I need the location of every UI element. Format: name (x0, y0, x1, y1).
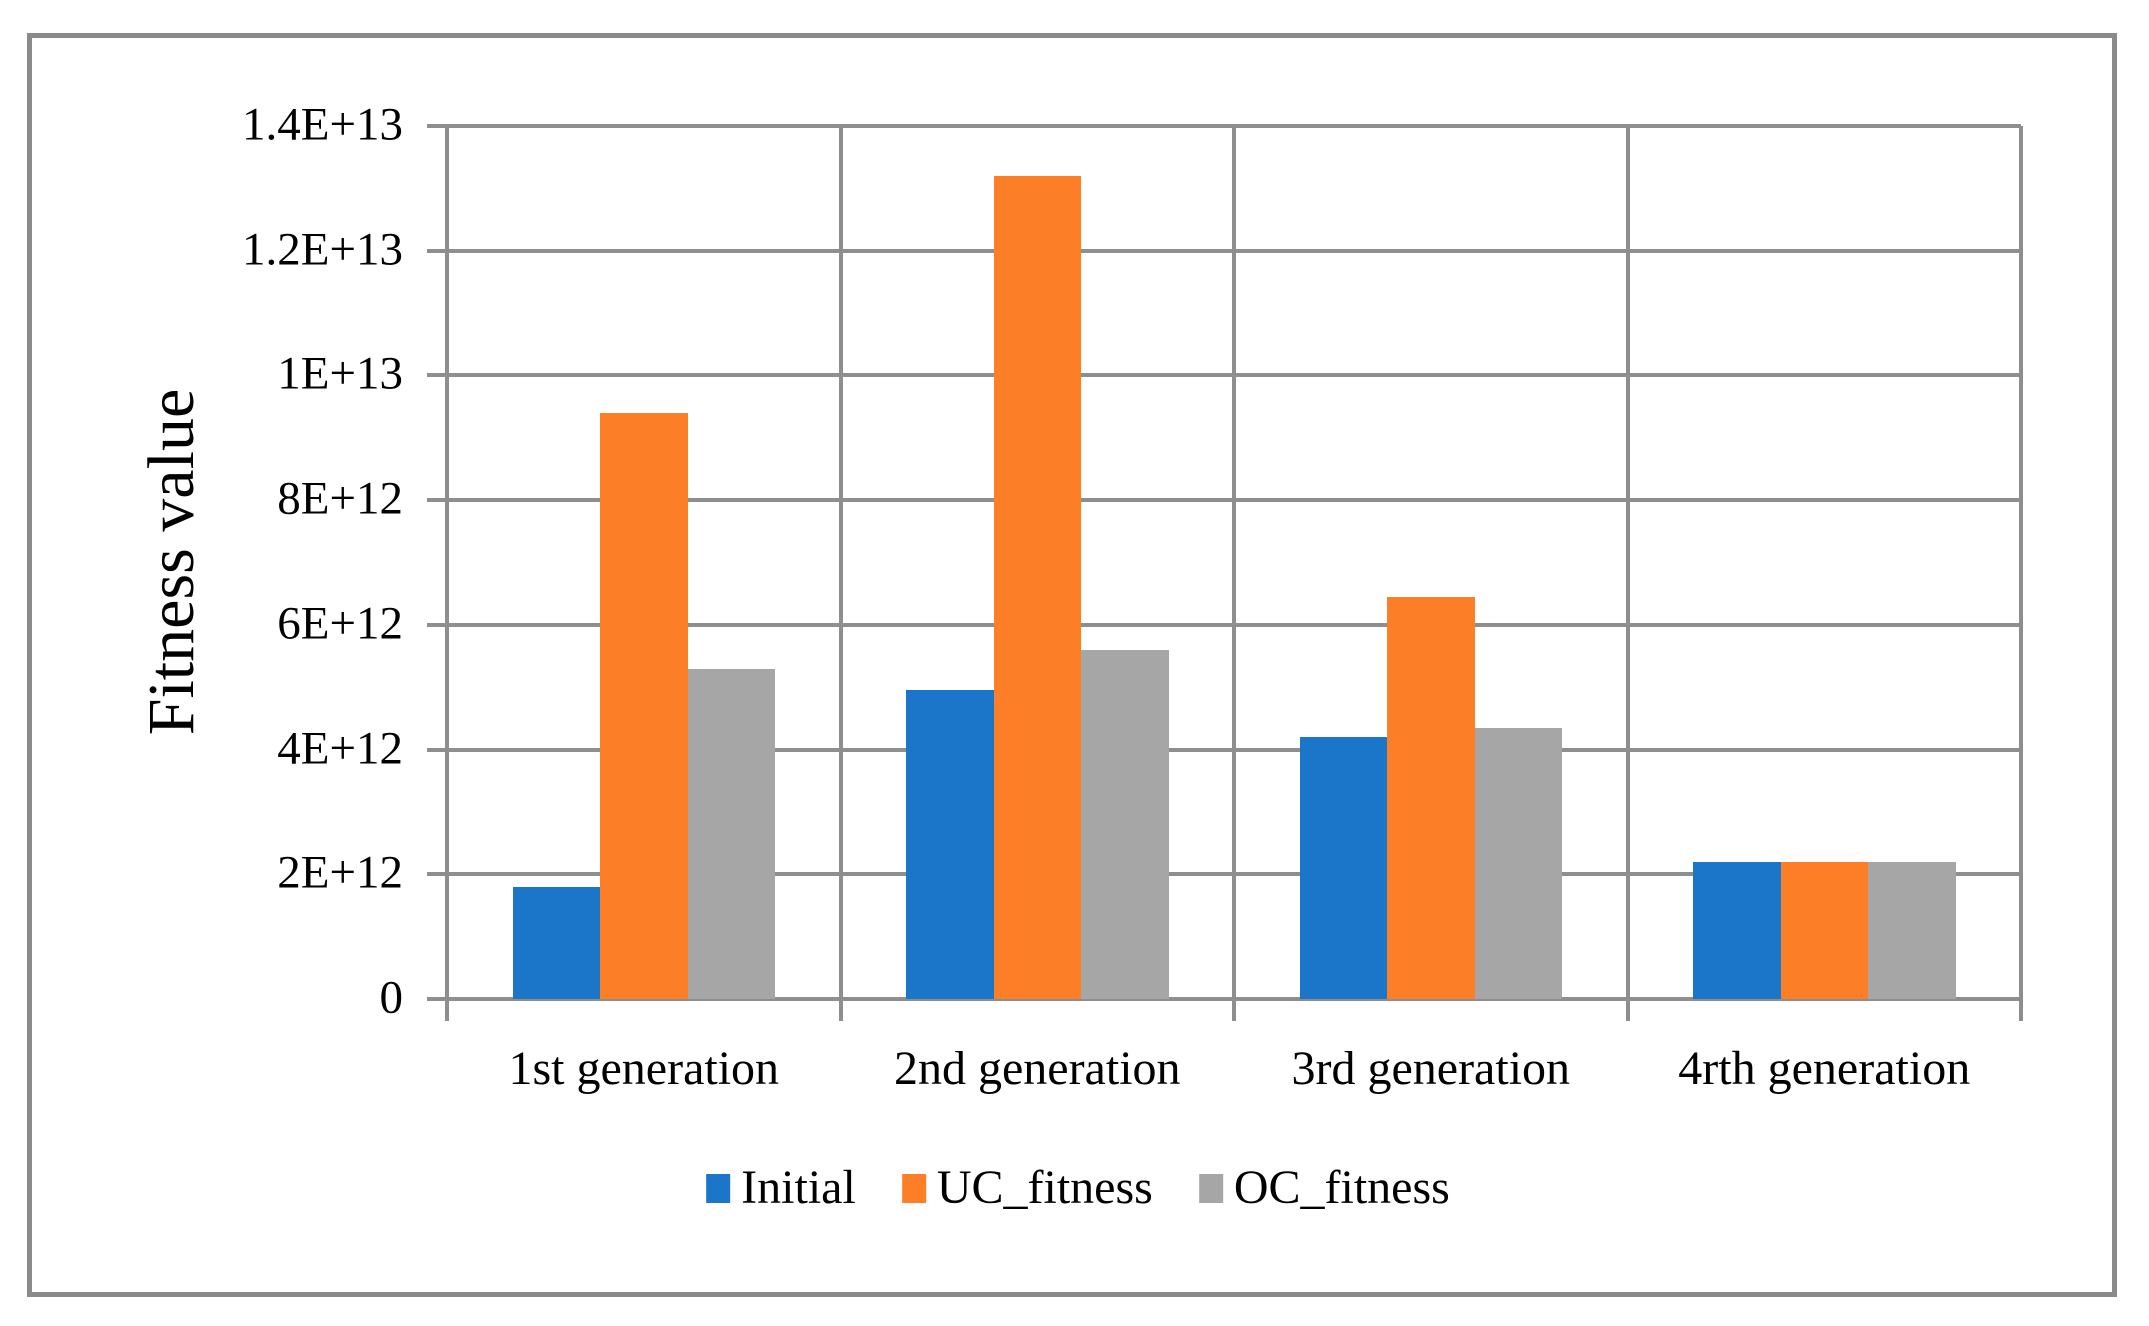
legend: Initial UC_fitness OC_fitness (706, 1164, 1450, 1212)
y-axis-tick (427, 622, 451, 627)
bar-uc_fitness-cat3 (1387, 596, 1475, 999)
bar-oc_fitness-cat1 (687, 668, 775, 999)
x-axis-tick (1232, 999, 1236, 1021)
bar-initial-cat2 (906, 690, 994, 999)
legend-item-oc_fitness: OC_fitness (1198, 1161, 1450, 1214)
x-axis-tick (445, 999, 449, 1021)
bar-oc_fitness-cat3 (1474, 727, 1562, 999)
x-category-label: 2nd generation (893, 1042, 1181, 1095)
y-tick-label: 4E+12 (277, 722, 403, 775)
gridline-vertical (1232, 126, 1236, 999)
y-tick-label: 1.2E+13 (242, 223, 403, 276)
y-tick-label: 6E+12 (277, 597, 403, 650)
legend-swatch-initial (706, 1173, 731, 1203)
gridline-vertical (838, 126, 843, 999)
y-axis-title: Fitness value (135, 388, 208, 736)
legend-item-initial: Initial (706, 1164, 856, 1212)
bar-initial-cat4 (1693, 861, 1781, 999)
x-category-label: 1st generation (508, 1042, 780, 1095)
y-axis-tick (427, 747, 451, 752)
bar-uc_fitness-cat2 (993, 175, 1081, 999)
y-axis-tick (427, 498, 451, 503)
x-category-label: 3rd generation (1291, 1042, 1571, 1095)
y-tick-label: 0 (379, 971, 404, 1024)
legend-item-uc_fitness: UC_fitness (901, 1161, 1153, 1214)
bar-uc_fitness-cat1 (600, 412, 688, 999)
bar-uc_fitness-cat4 (1780, 861, 1868, 999)
y-axis-tick (427, 872, 451, 877)
bar-oc_fitness-cat2 (1081, 649, 1169, 999)
y-tick-label: 1E+13 (277, 347, 403, 400)
y-tick-label: 1.4E+13 (242, 98, 403, 151)
gridline-vertical (1625, 126, 1630, 999)
legend-label: Initial (741, 1161, 856, 1214)
x-axis-tick (1625, 999, 1630, 1021)
x-category-label: 4rth generation (1678, 1042, 1971, 1095)
legend-swatch-uc_fitness (901, 1173, 926, 1203)
y-axis-tick (427, 373, 451, 378)
y-tick-label: 8E+12 (277, 472, 403, 525)
y-axis-tick (427, 124, 451, 128)
bar-initial-cat3 (1299, 737, 1387, 999)
x-axis-tick (838, 999, 843, 1021)
bar-oc_fitness-cat4 (1868, 861, 1956, 999)
gridline-vertical (2019, 126, 2023, 999)
y-axis-tick (427, 997, 451, 1001)
legend-label: UC_fitness (936, 1161, 1153, 1214)
x-axis-tick (2019, 999, 2023, 1021)
y-axis-line (445, 126, 449, 999)
y-axis-tick (427, 248, 451, 253)
y-tick-label: 2E+12 (277, 846, 403, 899)
legend-swatch-oc_fitness (1198, 1173, 1223, 1203)
legend-label: OC_fitness (1233, 1161, 1450, 1214)
bar-initial-cat1 (512, 886, 600, 999)
